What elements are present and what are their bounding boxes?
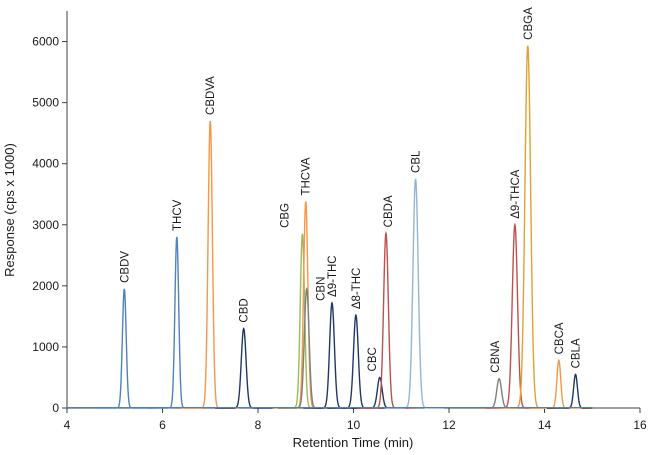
series-line-16 [546, 373, 593, 409]
x-ticks: 4 6 8 10 12 14 16 [64, 408, 647, 432]
series-line-2 [181, 120, 239, 409]
series-line-0 [95, 288, 153, 409]
peak-label: CBD [239, 298, 251, 322]
peak-label: CBL [411, 150, 423, 173]
series-line-3 [215, 327, 273, 409]
y-tick-label: 1000 [32, 340, 59, 354]
x-axis-title: Retention Time (min) [293, 435, 414, 450]
peak-label: CBLA [571, 338, 583, 368]
series-line-1 [148, 236, 206, 409]
y-tick-label: 2000 [32, 279, 59, 293]
peak-label: CBCA [554, 322, 566, 354]
peak-label: CBC [367, 347, 379, 371]
peak-labels: CBDV THCV CBDVA CBD CBG THCVA CBN Δ9-THC Δ8-THC C… [119, 7, 582, 373]
peak-label: CBDV [119, 251, 131, 283]
peak-label: THCVA [301, 157, 313, 195]
series-line-14 [499, 45, 557, 409]
y-tick-label: 0 [52, 401, 59, 415]
x-tick-label: 14 [538, 418, 552, 432]
y-ticks: 0 1000 2000 3000 4000 5000 6000 [32, 35, 67, 415]
series-line-10 [357, 230, 415, 409]
series-lines [67, 45, 593, 409]
x-tick-label: 4 [64, 418, 71, 432]
y-tick-label: 6000 [32, 35, 59, 49]
peak-label: Δ8-THC [351, 268, 363, 310]
peak-label: CBN [316, 277, 328, 301]
peak-label: Δ9-THCA [510, 169, 522, 219]
y-axis-title: Response (cps x 1000) [2, 143, 17, 277]
x-tick-label: 10 [347, 418, 361, 432]
peak-label: CBG [279, 203, 291, 228]
x-tick-label: 6 [159, 418, 166, 432]
x-tick-label: 12 [442, 418, 456, 432]
peak-label: CBDA [383, 195, 395, 227]
y-tick-label: 3000 [32, 218, 59, 232]
peak-label: THCV [172, 199, 184, 231]
peak-label: CBNA [490, 340, 502, 372]
series-line-11 [386, 178, 445, 409]
y-tick-label: 5000 [32, 96, 59, 110]
y-tick-label: 4000 [32, 157, 59, 171]
x-tick-label: 8 [255, 418, 262, 432]
peak-label: CBGA [523, 7, 535, 40]
peak-label: Δ9-THC [327, 255, 339, 297]
peak-label: CBDVA [205, 76, 217, 115]
x-tick-label: 16 [633, 418, 647, 432]
